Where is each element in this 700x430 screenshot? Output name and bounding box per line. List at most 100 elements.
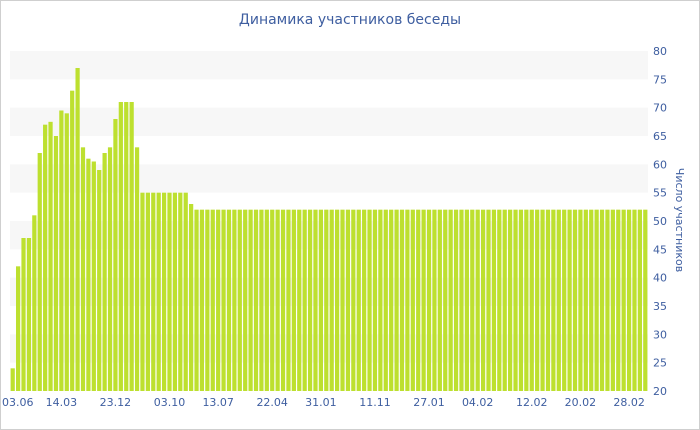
- bar: [583, 209, 588, 391]
- x-tick-label: 14.03: [46, 396, 78, 409]
- y-tick-label: 45: [653, 243, 667, 256]
- x-tick-label: 13.07: [202, 396, 234, 409]
- bar: [124, 102, 129, 391]
- bar: [567, 209, 572, 391]
- bar: [302, 209, 307, 391]
- bar: [416, 209, 421, 391]
- x-tick-label: 03.10: [154, 396, 186, 409]
- bar: [21, 238, 26, 391]
- bar: [589, 209, 594, 391]
- bar: [161, 192, 167, 391]
- bar: [53, 136, 59, 391]
- bar: [486, 209, 491, 391]
- bar: [329, 209, 334, 391]
- bar: [270, 209, 275, 391]
- bar: [345, 209, 351, 391]
- bar: [616, 209, 621, 391]
- grid-band: [10, 107, 648, 136]
- bar: [199, 209, 205, 391]
- bar: [75, 68, 80, 391]
- bar: [221, 209, 226, 391]
- bar: [643, 209, 648, 391]
- bar: [118, 102, 123, 391]
- bar: [48, 121, 53, 391]
- bar: [389, 209, 394, 391]
- bar: [637, 209, 642, 391]
- bar: [59, 110, 64, 391]
- bar: [453, 209, 459, 391]
- bar: [216, 209, 221, 391]
- x-tick-label: 03.06: [2, 396, 34, 409]
- bar: [43, 124, 48, 392]
- bar: [264, 209, 269, 391]
- bar: [226, 209, 232, 391]
- bar: [529, 209, 534, 391]
- bar: [64, 113, 69, 391]
- x-tick-label: 22.04: [256, 396, 288, 409]
- grid-band: [10, 51, 648, 80]
- bar: [405, 209, 410, 391]
- bar: [578, 209, 583, 391]
- x-axis-ticks: 03.06 14.03 23.12 03.10 13.07 22.04 31.01 11.11…: [2, 396, 645, 409]
- x-tick-label: 04.02: [462, 396, 494, 409]
- bar: [16, 266, 21, 391]
- y-axis-ticks: 20 25 30 35 40 45 50 55 60 65 70 75 80: [653, 45, 667, 398]
- bar: [372, 209, 378, 391]
- bar: [535, 209, 540, 391]
- bar: [107, 147, 113, 391]
- bar: [232, 209, 237, 391]
- bar: [307, 209, 313, 391]
- bars: [10, 68, 648, 392]
- x-tick-label: 23.12: [100, 396, 132, 409]
- bar: [599, 209, 605, 391]
- bar: [351, 209, 356, 391]
- bar: [394, 209, 399, 391]
- bar: [551, 209, 556, 391]
- x-tick-label: 27.01: [413, 396, 445, 409]
- y-tick-label: 70: [653, 102, 667, 115]
- bar: [491, 209, 497, 391]
- bar: [540, 209, 545, 391]
- bar: [248, 209, 253, 391]
- bar: [140, 192, 145, 391]
- bar: [464, 209, 469, 391]
- bar: [97, 170, 102, 391]
- bar: [335, 209, 340, 391]
- bar: [421, 209, 426, 391]
- bar: [367, 209, 372, 391]
- bar: [383, 209, 388, 391]
- bar: [437, 209, 442, 391]
- bar: [497, 209, 502, 391]
- bar: [151, 192, 156, 391]
- bar: [37, 153, 42, 391]
- chart-title: Динамика участников беседы: [238, 12, 462, 28]
- bar: [286, 209, 291, 391]
- bar: [432, 209, 437, 391]
- bar: [448, 209, 453, 391]
- y-tick-label: 65: [653, 130, 667, 143]
- bar: [172, 192, 178, 391]
- y-tick-label: 55: [653, 187, 667, 200]
- bar: [594, 209, 599, 391]
- bar: [340, 209, 345, 391]
- y-tick-label: 75: [653, 73, 667, 86]
- bar: [129, 102, 134, 391]
- bar: [189, 204, 194, 391]
- y-tick-label: 30: [653, 328, 667, 341]
- bar: [145, 192, 150, 391]
- bar: [459, 209, 464, 391]
- bar: [275, 209, 280, 391]
- bar: [113, 119, 118, 391]
- bar: [443, 209, 448, 391]
- bar: [70, 90, 75, 392]
- y-tick-label: 20: [653, 385, 667, 398]
- bar: [470, 209, 475, 391]
- x-tick-label: 20.02: [565, 396, 597, 409]
- bar: [508, 209, 513, 391]
- x-tick-label: 11.11: [359, 396, 391, 409]
- y-tick-label: 40: [653, 272, 667, 285]
- bar: [259, 209, 264, 391]
- y-tick-label: 60: [653, 158, 667, 171]
- bar: [291, 209, 296, 391]
